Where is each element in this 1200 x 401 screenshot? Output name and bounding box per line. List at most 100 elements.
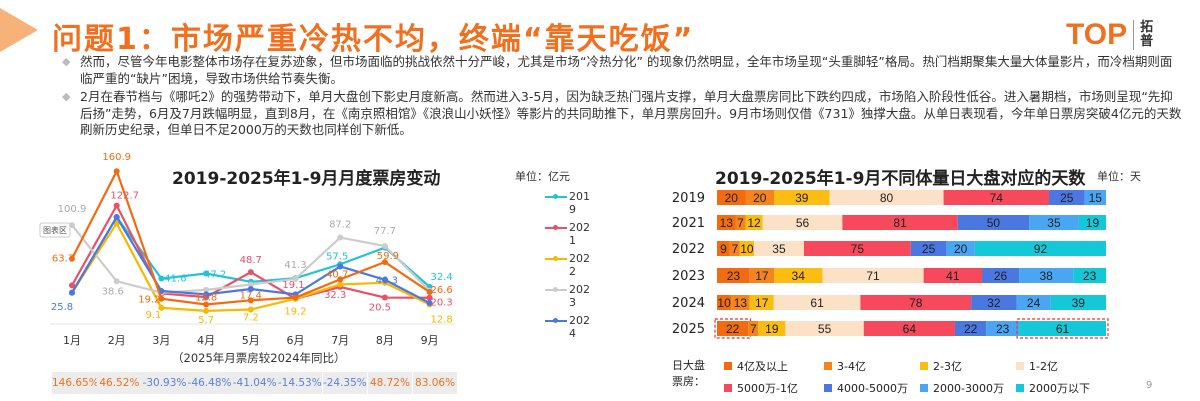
data-point bbox=[203, 291, 210, 298]
bar-label: 17 bbox=[755, 269, 769, 283]
legend-title: 日大盘票房： bbox=[672, 359, 705, 388]
bar-segment bbox=[745, 190, 774, 205]
data-label: 32.3 bbox=[324, 290, 346, 301]
legend-label: 2-3亿 bbox=[933, 360, 962, 373]
x-tick-label: 3月 bbox=[152, 334, 170, 347]
bar-label: 35 bbox=[1047, 216, 1061, 230]
bar-segment bbox=[745, 215, 763, 230]
bar-label: 23 bbox=[727, 269, 741, 283]
bar-segment bbox=[863, 321, 955, 336]
data-point bbox=[337, 263, 344, 270]
x-tick-label: 9月 bbox=[421, 334, 439, 347]
bar-segment bbox=[754, 241, 804, 256]
y-tick-label: 2025 bbox=[672, 322, 705, 337]
bar-segment bbox=[986, 321, 1020, 336]
data-point bbox=[203, 270, 210, 277]
data-point bbox=[113, 168, 120, 175]
highlight-box bbox=[1016, 318, 1109, 339]
data-point bbox=[69, 255, 75, 262]
paragraph-text: 然而，尽管今年电影整体市场存在复苏迹象，但市场面临的挑战依然十分严峻，尤其是市场… bbox=[80, 54, 1173, 86]
bar-label: 15 bbox=[1089, 191, 1103, 205]
bar-segment bbox=[1078, 215, 1106, 230]
bar-segment bbox=[954, 321, 987, 336]
yoy-cell: -14.53% bbox=[277, 372, 323, 394]
yoy-cell: -24.35% bbox=[322, 372, 368, 394]
data-point bbox=[158, 295, 165, 302]
data-label: 38.6 bbox=[102, 286, 124, 297]
data-point bbox=[426, 299, 433, 306]
data-label: 12.8 bbox=[195, 292, 217, 303]
chart-area-tooltip: 图表区 bbox=[39, 222, 71, 238]
data-point bbox=[337, 281, 344, 288]
data-label: 19.2 bbox=[138, 295, 160, 306]
legend-swatch bbox=[724, 362, 732, 370]
bar-chart-title: 2019-2025年1-9月不同体量日大盘对应的天数 bbox=[715, 169, 1086, 189]
bar-label: 19 bbox=[765, 322, 779, 336]
bar-segment bbox=[717, 190, 746, 205]
x-tick-label: 4月 bbox=[197, 334, 215, 347]
bar-segment bbox=[860, 295, 972, 310]
yoy-cell: 48.72% bbox=[367, 372, 413, 394]
x-tick-label: 6月 bbox=[287, 334, 305, 347]
bar-label: 55 bbox=[818, 322, 832, 336]
data-point bbox=[247, 306, 254, 313]
legend-label: 2000万以下 bbox=[1029, 382, 1090, 395]
bar-segment bbox=[773, 190, 830, 205]
legend-label: 2000-3000万 bbox=[933, 382, 1004, 395]
x-tick-label: 5月 bbox=[242, 334, 260, 347]
bar-label: 20 bbox=[753, 191, 767, 205]
highlight-box bbox=[714, 318, 751, 339]
bar-label: 75 bbox=[851, 242, 865, 256]
logo-text: TOP bbox=[1066, 18, 1128, 51]
data-label: 40.3 bbox=[376, 276, 398, 287]
bar-label: 61 bbox=[1056, 322, 1070, 336]
bar-segment bbox=[946, 241, 975, 256]
data-point bbox=[113, 214, 120, 221]
data-point bbox=[158, 275, 165, 282]
data-point bbox=[381, 294, 388, 301]
data-point bbox=[69, 222, 75, 229]
logo-cn: 拓普 bbox=[1140, 20, 1154, 49]
bar-segment bbox=[785, 321, 864, 336]
bar-label: 92 bbox=[1034, 242, 1048, 256]
data-label: 12.8 bbox=[430, 314, 452, 325]
yoy-cell: -41.04% bbox=[232, 372, 277, 394]
data-label: 77.7 bbox=[374, 226, 396, 237]
bar-segment bbox=[749, 268, 774, 283]
legend-swatch bbox=[724, 384, 732, 392]
y-tick-label: 2023 bbox=[672, 269, 705, 284]
legend-item: 2000-3000万 bbox=[920, 380, 1016, 396]
data-label: 9.1 bbox=[145, 310, 161, 321]
legend-item: 2022 bbox=[545, 252, 593, 283]
legend-label: 1-2亿 bbox=[1029, 360, 1058, 373]
legend-swatch bbox=[545, 287, 567, 292]
legend-label: 2024 bbox=[569, 314, 590, 340]
bar-segment bbox=[957, 215, 1030, 230]
data-point bbox=[381, 259, 388, 266]
bar-segment bbox=[717, 215, 736, 230]
bar-label: 13 bbox=[720, 216, 734, 230]
bar-segment bbox=[829, 190, 944, 205]
data-point bbox=[337, 234, 344, 241]
x-tick-label: 2月 bbox=[108, 334, 126, 347]
data-point bbox=[247, 281, 254, 288]
bar-label: 34 bbox=[792, 269, 806, 283]
data-label: 122.7 bbox=[110, 191, 139, 202]
bar-label: 10 bbox=[717, 296, 731, 310]
bar-segment bbox=[971, 295, 1017, 310]
x-tick-label: 7月 bbox=[331, 334, 349, 347]
bar-label: 56 bbox=[796, 216, 810, 230]
bar-label: 20 bbox=[954, 242, 968, 256]
bar-segment bbox=[773, 268, 823, 283]
y-tick-label: 2022 bbox=[672, 242, 705, 257]
line-chart-legend: 2019 2021 2022 2023 2024 bbox=[545, 190, 593, 345]
legend-item: 2024 bbox=[545, 314, 593, 345]
data-label: 63.7 bbox=[52, 254, 74, 265]
data-label: 87.2 bbox=[329, 220, 351, 231]
bar-label: 80 bbox=[880, 191, 894, 205]
bar-segment bbox=[1049, 190, 1085, 205]
data-point bbox=[247, 269, 254, 276]
bar-label: 7 bbox=[750, 322, 757, 336]
bar-label: 64 bbox=[903, 322, 917, 336]
bar-label: 25 bbox=[1060, 191, 1074, 205]
